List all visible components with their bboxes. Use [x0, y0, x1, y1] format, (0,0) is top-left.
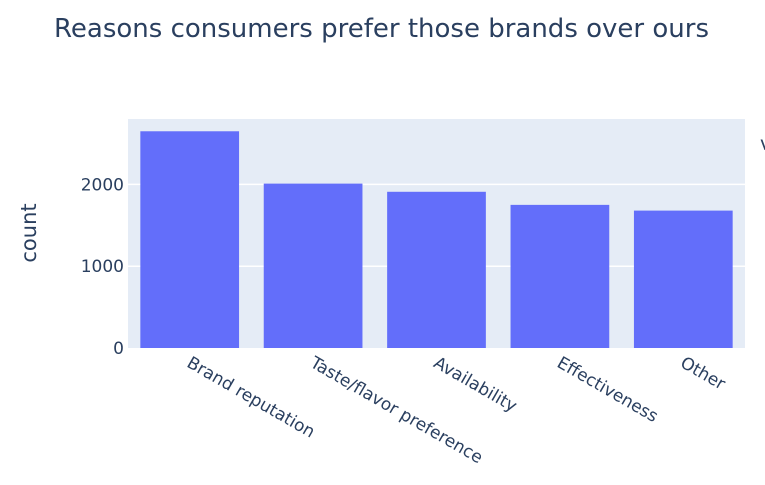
bar — [140, 131, 240, 348]
bars — [140, 131, 733, 348]
y-tick-label: 1000 — [81, 257, 124, 277]
y-tick-label: 0 — [113, 339, 124, 359]
x-tick-label: Effectiveness — [553, 353, 661, 427]
x-tick-label: Other — [677, 353, 729, 394]
bar — [387, 191, 486, 348]
y-tick-labels: 0 1000 2000 — [81, 175, 124, 359]
truncated-legend-text: v — [760, 133, 765, 155]
x-tick-label: Availability — [430, 353, 520, 417]
y-axis-label: count — [17, 203, 41, 262]
bar — [263, 183, 363, 348]
x-tick-label: Brand reputation — [183, 353, 318, 442]
bar — [510, 204, 610, 348]
bar — [633, 210, 733, 348]
chart-title: Reasons consumers prefer those brands ov… — [54, 14, 709, 44]
y-tick-label: 2000 — [81, 175, 124, 195]
